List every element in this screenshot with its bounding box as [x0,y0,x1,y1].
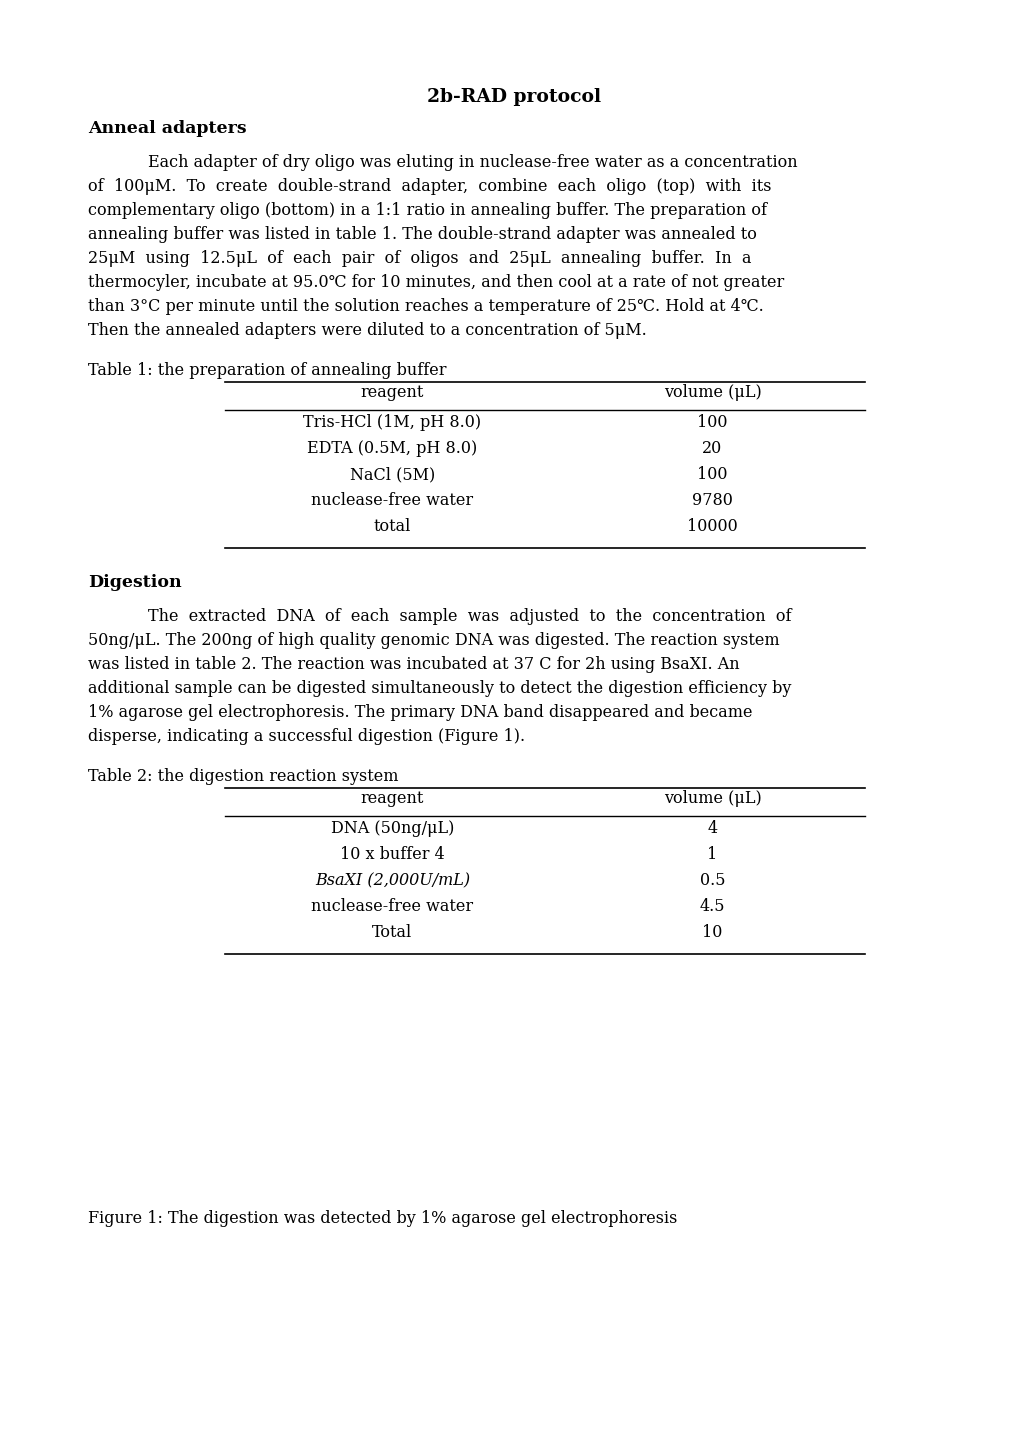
Text: Anneal adapters: Anneal adapters [88,120,247,137]
Text: Digestion: Digestion [88,574,181,592]
Text: 100: 100 [697,414,727,431]
Text: reagent: reagent [361,789,424,807]
Text: Each adapter of dry oligo was eluting in nuclease-free water as a concentration: Each adapter of dry oligo was eluting in… [148,154,797,172]
Text: nuclease-free water: nuclease-free water [311,898,473,915]
Text: additional sample can be digested simultaneously to detect the digestion efficie: additional sample can be digested simult… [88,680,791,697]
Text: Tris-HCl (1M, pH 8.0): Tris-HCl (1M, pH 8.0) [303,414,481,431]
Text: annealing buffer was listed in table 1. The double-strand adapter was annealed t: annealing buffer was listed in table 1. … [88,227,756,242]
Text: DNA (50ng/μL): DNA (50ng/μL) [330,820,453,837]
Text: nuclease-free water: nuclease-free water [311,492,473,509]
Text: disperse, indicating a successful digestion (Figure 1).: disperse, indicating a successful digest… [88,729,525,745]
Text: Table 2: the digestion reaction system: Table 2: the digestion reaction system [88,768,398,785]
Text: 100: 100 [697,466,727,483]
Text: volume (μL): volume (μL) [663,384,760,401]
Text: was listed in table 2. The reaction was incubated at 37 C for 2h using BsaXI. An: was listed in table 2. The reaction was … [88,657,739,672]
Text: total: total [373,518,411,535]
Text: 50ng/μL. The 200ng of high quality genomic DNA was digested. The reaction system: 50ng/μL. The 200ng of high quality genom… [88,632,779,649]
Text: 1% agarose gel electrophoresis. The primary DNA band disappeared and became: 1% agarose gel electrophoresis. The prim… [88,704,752,722]
Text: of  100μM.  To  create  double-strand  adapter,  combine  each  oligo  (top)  wi: of 100μM. To create double-strand adapte… [88,177,770,195]
Text: Table 1: the preparation of annealing buffer: Table 1: the preparation of annealing bu… [88,362,446,380]
Text: Then the annealed adapters were diluted to a concentration of 5μM.: Then the annealed adapters were diluted … [88,322,646,339]
Text: 4.5: 4.5 [699,898,725,915]
Text: The  extracted  DNA  of  each  sample  was  adjusted  to  the  concentration  of: The extracted DNA of each sample was adj… [148,608,791,625]
Text: 10 x buffer 4: 10 x buffer 4 [339,846,444,863]
Text: 2b-RAD protocol: 2b-RAD protocol [427,88,600,105]
Text: BsaXI (2,000U/mL): BsaXI (2,000U/mL) [315,872,470,889]
Text: 10: 10 [702,924,722,941]
Text: 10000: 10000 [687,518,737,535]
Text: thermocyler, incubate at 95.0℃ for 10 minutes, and then cool at a rate of not gr: thermocyler, incubate at 95.0℃ for 10 mi… [88,274,784,291]
Text: 4: 4 [707,820,716,837]
Text: complementary oligo (bottom) in a 1:1 ratio in annealing buffer. The preparation: complementary oligo (bottom) in a 1:1 ra… [88,202,766,219]
Text: NaCl (5M): NaCl (5M) [350,466,435,483]
Text: 25μM  using  12.5μL  of  each  pair  of  oligos  and  25μL  annealing  buffer.  : 25μM using 12.5μL of each pair of oligos… [88,250,751,267]
Text: 0.5: 0.5 [699,872,725,889]
Text: reagent: reagent [361,384,424,401]
Text: than 3°C per minute until the solution reaches a temperature of 25℃. Hold at 4℃.: than 3°C per minute until the solution r… [88,299,763,315]
Text: 9780: 9780 [691,492,733,509]
Text: 1: 1 [707,846,717,863]
Text: Figure 1: The digestion was detected by 1% agarose gel electrophoresis: Figure 1: The digestion was detected by … [88,1211,677,1227]
Text: Total: Total [372,924,413,941]
Text: EDTA (0.5M, pH 8.0): EDTA (0.5M, pH 8.0) [307,440,477,457]
Text: 20: 20 [702,440,721,457]
Text: volume (μL): volume (μL) [663,789,760,807]
